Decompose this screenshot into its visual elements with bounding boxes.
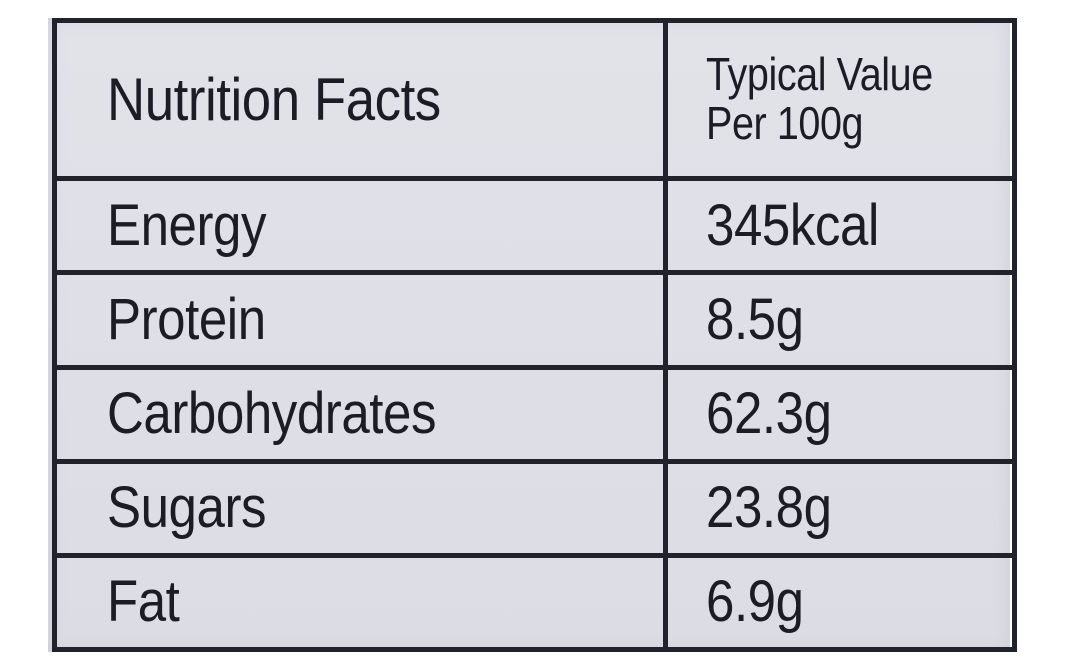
value-header: Typical Value Per 100g — [706, 47, 933, 150]
nutrient-name: Fat — [107, 569, 180, 635]
nutrition-facts-table: Nutrition Facts Typical Value Per 100g E… — [52, 17, 1017, 653]
value-cell: 62.3g — [663, 364, 1017, 464]
nutrient-name: Protein — [107, 286, 266, 352]
nutrient-value: 6.9g — [706, 569, 804, 635]
nutrient-cell: Carbohydrates — [52, 364, 668, 464]
value-header-cell: Typical Value Per 100g — [663, 17, 1017, 182]
nutrient-name: Carbohydrates — [107, 381, 437, 447]
nutrient-cell: Fat — [52, 552, 668, 653]
value-cell: 23.8g — [663, 458, 1017, 558]
value-cell: 345kcal — [663, 176, 1017, 276]
value-cell: 8.5g — [663, 270, 1017, 370]
header-label: Nutrition Facts — [107, 65, 441, 133]
value-header-line2: Per 100g — [706, 97, 864, 150]
table-row: Sugars 23.8g — [52, 458, 1017, 558]
value-header-line1: Typical Value — [706, 47, 933, 100]
nutrient-cell: Sugars — [52, 458, 668, 558]
header-label-cell: Nutrition Facts — [52, 17, 668, 182]
table-header-row: Nutrition Facts Typical Value Per 100g — [52, 17, 1017, 182]
nutrient-value: 62.3g — [706, 381, 832, 447]
nutrient-name: Energy — [107, 192, 267, 258]
nutrient-cell: Protein — [52, 270, 668, 370]
nutrient-value: 23.8g — [706, 475, 832, 541]
nutrient-name: Sugars — [107, 475, 267, 541]
table-row: Protein 8.5g — [52, 270, 1017, 370]
table-row: Energy 345kcal — [52, 176, 1017, 276]
table-row: Fat 6.9g — [52, 552, 1017, 653]
table-row: Carbohydrates 62.3g — [52, 364, 1017, 464]
nutrient-value: 8.5g — [706, 286, 804, 352]
nutrient-cell: Energy — [52, 176, 668, 276]
nutrient-value: 345kcal — [706, 192, 879, 258]
value-cell: 6.9g — [663, 552, 1017, 653]
